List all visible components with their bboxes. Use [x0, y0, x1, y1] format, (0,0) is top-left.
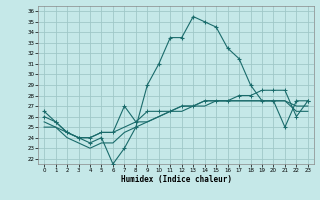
X-axis label: Humidex (Indice chaleur): Humidex (Indice chaleur): [121, 175, 231, 184]
